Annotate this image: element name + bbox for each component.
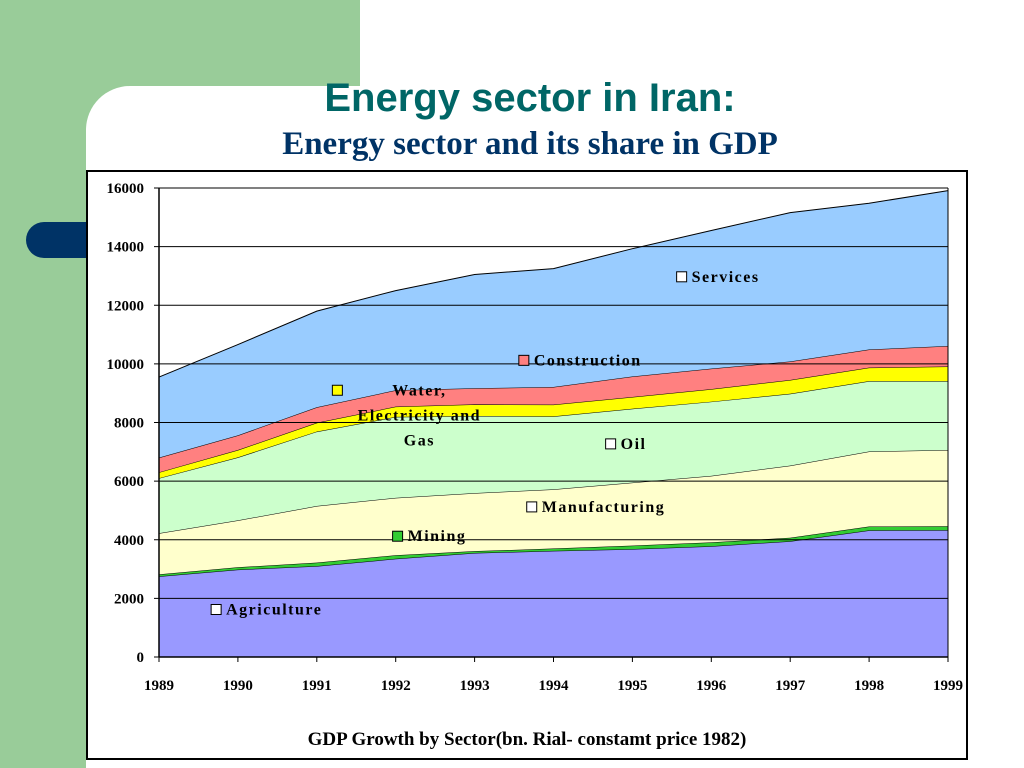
y-tick-label: 12000 xyxy=(107,298,145,314)
x-tick-label: 1991 xyxy=(302,678,332,694)
legend-swatch-mining xyxy=(392,530,404,542)
series-label-water-electricity-and-gas: Water, xyxy=(392,382,446,399)
series-label-construction: Construction xyxy=(534,352,642,369)
legend-swatch-water-electricity-and-gas xyxy=(331,384,343,396)
y-tick-label: 0 xyxy=(137,650,145,666)
y-tick-label: 14000 xyxy=(107,240,145,256)
y-tick-label: 2000 xyxy=(114,591,144,607)
area-edge-water-electricity-and-gas xyxy=(158,366,949,473)
x-tick-label: 1995 xyxy=(617,678,647,694)
x-tick-label: 1996 xyxy=(696,678,727,694)
y-tick-label: 16000 xyxy=(107,181,145,197)
slide-subtitle: Energy sector and its share in GDP xyxy=(282,126,778,162)
x-tick-label: 1989 xyxy=(144,678,174,694)
x-tick-label: 1992 xyxy=(381,678,411,694)
area-oil xyxy=(159,381,948,534)
x-tick-label: 1998 xyxy=(854,678,884,694)
series-label-water-electricity-and-gas: Electricity and xyxy=(358,407,481,424)
series-label-water-electricity-and-gas: Gas xyxy=(404,432,435,449)
series-label-manufacturing: Manufacturing xyxy=(542,499,666,516)
area-water-electricity-and-gas xyxy=(159,366,948,479)
y-tick-label: 4000 xyxy=(114,533,144,549)
x-tick-label: 1990 xyxy=(223,678,253,694)
decorative-tab xyxy=(26,222,96,258)
area-edge-agriculture xyxy=(158,529,949,577)
x-tick-label: 1999 xyxy=(933,678,963,694)
y-tick-label: 6000 xyxy=(114,474,144,490)
y-tick-label: 8000 xyxy=(114,416,144,432)
legend-swatch-agriculture xyxy=(210,603,222,615)
legend-swatch-oil xyxy=(605,438,617,450)
area-construction xyxy=(159,345,948,473)
x-axis-label: GDP Growth by Sector(bn. Rial- constamt … xyxy=(307,729,747,750)
gdp-area-chart: 0 2000 4000 6000 8000 10000 12000 14000 16000 198… xyxy=(107,181,964,694)
area-edge-services xyxy=(158,190,949,378)
legend-swatch-manufacturing xyxy=(526,501,538,513)
series-label-services: Services xyxy=(692,269,760,286)
x-tick-label: 1993 xyxy=(460,678,490,694)
series-label-agriculture: Agriculture xyxy=(226,601,322,618)
series-label-oil: Oil xyxy=(621,436,647,453)
area-services xyxy=(159,190,948,458)
y-tick-label: 10000 xyxy=(107,357,145,373)
legend-swatch-construction xyxy=(518,354,530,366)
legend-swatch-services xyxy=(676,271,688,283)
slide-title: Energy sector in Iran: xyxy=(324,76,736,120)
area-agriculture xyxy=(159,530,948,657)
x-tick-label: 1997 xyxy=(775,678,806,694)
x-tick-label: 1994 xyxy=(539,678,570,694)
series-label-mining: Mining xyxy=(408,528,467,545)
